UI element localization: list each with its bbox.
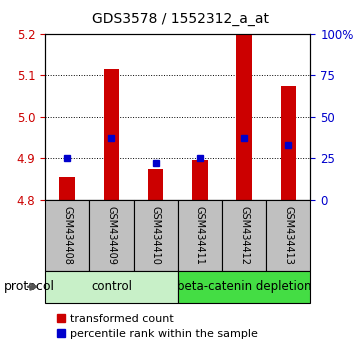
- Bar: [90, 200, 134, 271]
- Bar: [192, 160, 208, 200]
- Bar: [178, 200, 222, 271]
- Bar: [104, 69, 119, 200]
- Bar: [45, 200, 90, 271]
- Legend: transformed count, percentile rank within the sample: transformed count, percentile rank withi…: [57, 314, 258, 339]
- Bar: [45, 271, 178, 303]
- Bar: [236, 34, 252, 200]
- Bar: [60, 177, 75, 200]
- Bar: [222, 200, 266, 271]
- Text: GSM434408: GSM434408: [62, 206, 72, 265]
- Text: GSM434410: GSM434410: [151, 206, 161, 265]
- Bar: [134, 200, 178, 271]
- Text: GSM434409: GSM434409: [106, 206, 117, 265]
- Text: GSM434412: GSM434412: [239, 206, 249, 265]
- Text: GSM434413: GSM434413: [283, 206, 293, 265]
- Text: beta-catenin depletion: beta-catenin depletion: [177, 280, 312, 293]
- Bar: [280, 86, 296, 200]
- Text: GDS3578 / 1552312_a_at: GDS3578 / 1552312_a_at: [92, 12, 269, 27]
- Bar: [266, 200, 310, 271]
- Text: control: control: [91, 280, 132, 293]
- Text: GSM434411: GSM434411: [195, 206, 205, 265]
- Bar: [178, 271, 310, 303]
- Text: protocol: protocol: [4, 280, 55, 293]
- Bar: [148, 169, 164, 200]
